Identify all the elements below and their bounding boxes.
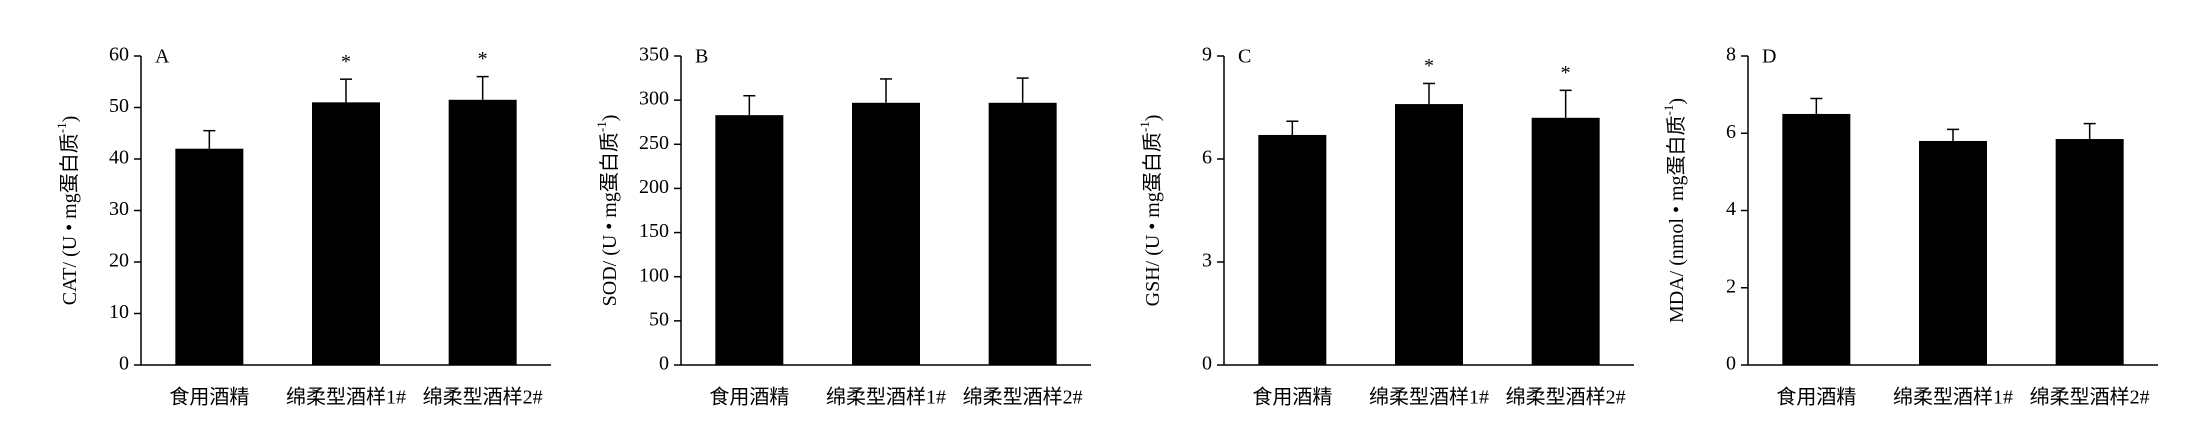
x-tick-label: 绵柔型酒样2# bbox=[963, 386, 1083, 409]
x-tick-label: 绵柔型酒样1# bbox=[1369, 386, 1489, 409]
chart-panel: 0 3 6 9 C GSH/ (U • mg蛋白质-1) 食用酒精 * 绵柔型酒样1# * 绵柔型酒… bbox=[1137, 44, 1634, 409]
x-tick-label: 绵柔型酒样2# bbox=[2030, 386, 2150, 409]
bar bbox=[1395, 104, 1463, 366]
y-label-text: GSH/ (U • mg蛋白质 bbox=[1141, 132, 1164, 306]
error-bar bbox=[1286, 120, 1299, 135]
y-tick-label: 150 bbox=[639, 220, 669, 242]
y-label-close: ) bbox=[1142, 115, 1164, 122]
error-bar bbox=[340, 78, 352, 103]
bar bbox=[715, 115, 784, 365]
x-tick-label: 绵柔型酒样2# bbox=[1506, 386, 1626, 409]
chart-panel: 0 50 100 150 200 250 300 350 B SOD/ (U • mg蛋白质-1)… bbox=[594, 44, 1091, 409]
error-bar bbox=[1947, 128, 1959, 141]
y-label-text: SOD/ (U • mg蛋白质 bbox=[598, 132, 621, 306]
y-tick-label: 200 bbox=[639, 176, 669, 198]
error-bar bbox=[1423, 82, 1435, 105]
y-tick-label: 50 bbox=[109, 95, 129, 117]
y-label-close: ) bbox=[599, 115, 621, 122]
x-tick-label: 食用酒精 bbox=[169, 386, 249, 409]
y-tick-label: 0 bbox=[1202, 353, 1212, 375]
y-tick-label: 350 bbox=[639, 44, 669, 66]
x-tick-label: 食用酒精 bbox=[1252, 386, 1332, 409]
y-axis-label: GSH/ (U • mg蛋白质-1) bbox=[1137, 115, 1164, 307]
y-label-text: MDA/ (nmol • mg蛋白质 bbox=[1665, 115, 1688, 323]
y-tick-label: 3 bbox=[1202, 250, 1212, 272]
y-tick-label: 50 bbox=[649, 308, 669, 330]
error-bar bbox=[1016, 77, 1029, 103]
y-axis-label: MDA/ (nmol • mg蛋白质-1) bbox=[1661, 98, 1688, 323]
chart-panel: 0 10 20 30 40 50 60 A CAT/ (U • mg蛋白质-1) 食用酒精 * 绵柔型… bbox=[54, 44, 551, 409]
y-label-close: ) bbox=[1666, 98, 1688, 105]
y-label-text: CAT/ (U • mg蛋白质 bbox=[58, 133, 81, 305]
error-bar bbox=[203, 129, 216, 149]
y-tick-label: 8 bbox=[1726, 44, 1736, 66]
y-label-close: ) bbox=[59, 116, 81, 123]
x-tick-label: 绵柔型酒样1# bbox=[286, 386, 406, 409]
bar bbox=[1258, 134, 1327, 365]
panel-label: B bbox=[695, 46, 708, 68]
y-label-sup: -1 bbox=[1661, 105, 1676, 116]
error-bar bbox=[2083, 122, 2096, 140]
y-tick-label: 40 bbox=[109, 147, 129, 169]
error-bar bbox=[1559, 89, 1572, 118]
x-tick-label: 食用酒精 bbox=[709, 386, 789, 409]
y-label-sup: -1 bbox=[594, 121, 609, 132]
bar bbox=[2055, 139, 2124, 365]
x-tick-label: 绵柔型酒样1# bbox=[826, 386, 946, 409]
error-bar bbox=[743, 94, 756, 116]
y-tick-label: 4 bbox=[1726, 198, 1736, 220]
y-tick-label: 6 bbox=[1726, 121, 1736, 143]
y-axis-label: SOD/ (U • mg蛋白质-1) bbox=[594, 115, 621, 307]
x-tick-label: 食用酒精 bbox=[1776, 386, 1856, 409]
y-tick-label: 10 bbox=[109, 301, 129, 323]
x-tick-label: 绵柔型酒样1# bbox=[1893, 386, 2013, 409]
bar bbox=[312, 102, 380, 365]
bar bbox=[1531, 117, 1600, 365]
error-bar bbox=[1810, 97, 1823, 114]
y-tick-label: 6 bbox=[1202, 147, 1212, 169]
y-tick-label: 30 bbox=[109, 198, 129, 220]
y-label-sup: -1 bbox=[1137, 121, 1152, 132]
bar bbox=[1919, 140, 1987, 365]
y-tick-label: 9 bbox=[1202, 44, 1212, 66]
bar bbox=[1782, 113, 1851, 365]
bar bbox=[852, 102, 920, 365]
significance-mark: * bbox=[341, 51, 351, 73]
bar bbox=[988, 102, 1057, 365]
y-axis-label: CAT/ (U • mg蛋白质-1) bbox=[54, 116, 81, 306]
bar bbox=[175, 148, 244, 365]
y-tick-label: 0 bbox=[119, 353, 129, 375]
y-tick-label: 0 bbox=[1726, 353, 1736, 375]
y-tick-label: 20 bbox=[109, 250, 129, 272]
bar bbox=[448, 99, 517, 366]
panel-label: C bbox=[1238, 46, 1251, 68]
panel-label: A bbox=[155, 46, 170, 68]
y-tick-label: 100 bbox=[639, 264, 669, 286]
significance-mark: * bbox=[478, 48, 488, 70]
y-tick-label: 300 bbox=[639, 88, 669, 110]
significance-mark: * bbox=[1424, 55, 1434, 77]
y-tick-label: 250 bbox=[639, 132, 669, 154]
y-tick-label: 60 bbox=[109, 44, 129, 66]
y-tick-label: 2 bbox=[1726, 275, 1736, 297]
y-label-sup: -1 bbox=[54, 122, 69, 133]
error-bar bbox=[476, 75, 489, 100]
x-tick-label: 绵柔型酒样2# bbox=[423, 386, 543, 409]
error-bar bbox=[880, 78, 892, 103]
significance-mark: * bbox=[1561, 62, 1571, 84]
y-tick-label: 0 bbox=[659, 353, 669, 375]
panel-label: D bbox=[1762, 46, 1776, 68]
chart-panel: 0 2 4 6 8 D MDA/ (nmol • mg蛋白质-1) 食用酒精 绵柔型酒样1# 绵柔… bbox=[1661, 44, 2158, 409]
